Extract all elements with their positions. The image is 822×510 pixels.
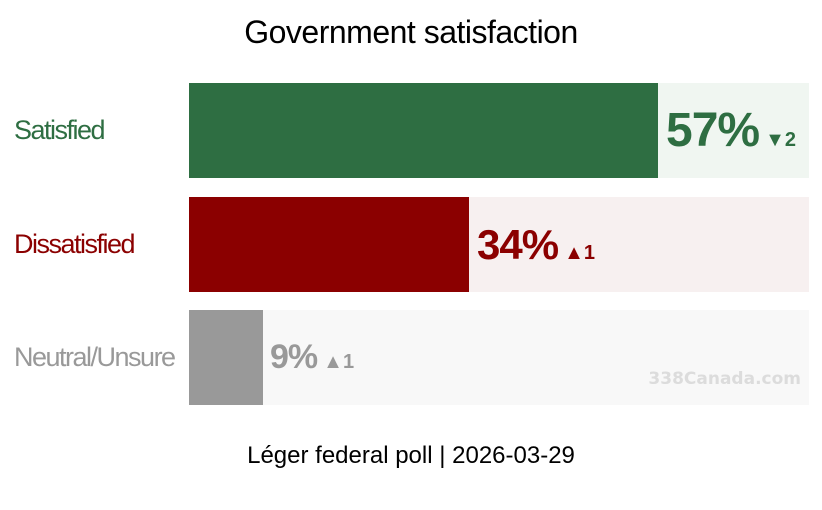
value-label-neutral: 9% ▲1 [270, 310, 354, 405]
bar-track-neutral: 9% ▲1 [189, 310, 809, 405]
value-label-satisfied: 57% ▼2 [666, 83, 796, 178]
trend-up-icon: ▲ [564, 242, 584, 264]
bar-row-neutral: Neutral/Unsure 9% ▲1 [0, 310, 822, 405]
bar-track-satisfied: 57% ▼2 [189, 83, 809, 178]
category-label-neutral: Neutral/Unsure [14, 342, 176, 372]
change-amount-dissatisfied: 1 [583, 242, 595, 264]
category-label-satisfied: Satisfied [14, 115, 106, 145]
bar-row-satisfied: Satisfied 57% ▼2 [0, 83, 822, 178]
bar-dissatisfied [189, 197, 469, 292]
chart-title: Government satisfaction [244, 14, 578, 50]
change-amount-satisfied: 2 [784, 129, 796, 151]
value-number-satisfied: 57% [666, 104, 760, 157]
bar-neutral [189, 310, 263, 405]
change-amount-neutral: 1 [342, 351, 355, 373]
watermark: 338Canada.com [648, 369, 801, 389]
bar-row-dissatisfied: Dissatisfied 34% ▲1 [0, 197, 822, 292]
bar-track-dissatisfied: 34% ▲1 [189, 197, 809, 292]
bar-satisfied [189, 83, 658, 178]
poll-caption: Léger federal poll | 2026-03-29 [247, 442, 575, 469]
value-number-neutral: 9% [270, 338, 318, 376]
trend-down-icon: ▼ [765, 129, 785, 151]
category-label-dissatisfied: Dissatisfied [14, 229, 136, 259]
trend-up-icon: ▲ [323, 351, 343, 373]
value-number-dissatisfied: 34% [477, 221, 559, 268]
value-label-dissatisfied: 34% ▲1 [477, 197, 595, 292]
